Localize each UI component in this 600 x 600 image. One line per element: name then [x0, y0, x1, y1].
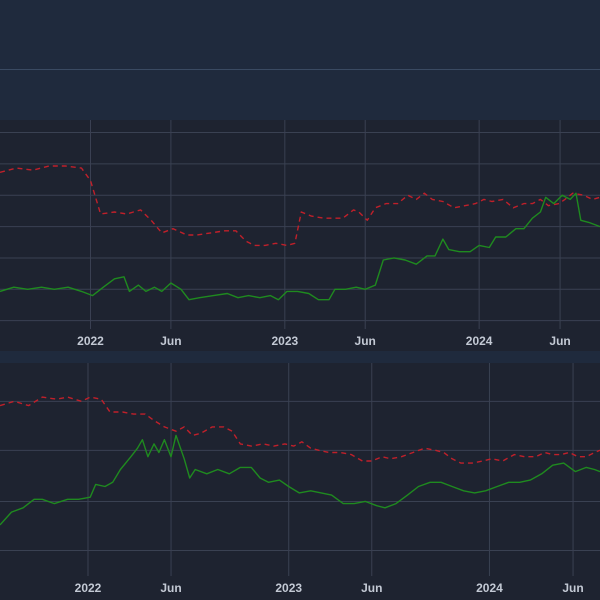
x-tick-label: 2022 — [77, 334, 104, 348]
x-tick-label: Jun — [160, 581, 181, 595]
line-chart-bottom: 2022 Jun 2023 Jun 2024 Jun — [0, 363, 600, 595]
toolbar-band — [0, 70, 600, 120]
x-tick-label: 2023 — [271, 334, 298, 348]
x-tick-label: 2024 — [466, 334, 493, 348]
series-line-solid — [0, 434, 600, 526]
x-tick-label: Jun — [549, 334, 570, 348]
series-line-dashed — [0, 396, 600, 464]
header-band — [0, 0, 600, 70]
chart-panel-top: 2022 Jun 2023 Jun 2024 Jun — [0, 120, 600, 351]
x-tick-label: 2024 — [476, 581, 503, 595]
x-tick-label: 2023 — [275, 581, 302, 595]
x-tick-label: Jun — [160, 334, 181, 348]
series-line-dashed — [0, 165, 600, 247]
series-line-solid — [0, 192, 600, 301]
panel-divider[interactable] — [0, 351, 600, 363]
plot-area — [0, 120, 600, 329]
chart-panel-bottom: 2022 Jun 2023 Jun 2024 Jun — [0, 363, 600, 600]
x-tick-label: Jun — [355, 334, 376, 348]
x-tick-label: Jun — [562, 581, 583, 595]
plot-area — [0, 363, 600, 576]
x-tick-label: Jun — [361, 581, 382, 595]
x-tick-label: 2022 — [75, 581, 102, 595]
line-chart-top: 2022 Jun 2023 Jun 2024 Jun — [0, 120, 600, 348]
